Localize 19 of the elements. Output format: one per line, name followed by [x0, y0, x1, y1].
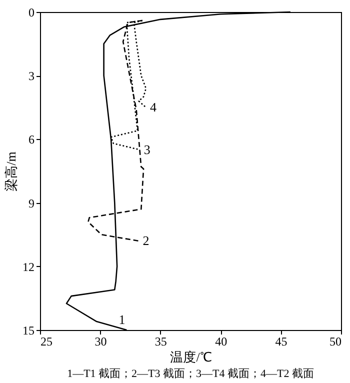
- y-tick-label: 6: [28, 132, 34, 147]
- series-label: 4: [150, 99, 157, 114]
- x-tick-label: 35: [154, 334, 167, 348]
- x-tick-label: 25: [40, 334, 52, 348]
- series-label: 2: [142, 232, 150, 248]
- series-label: 1: [118, 312, 126, 327]
- x-tick-label: 45: [275, 334, 288, 348]
- x-tick-label: 50: [330, 334, 342, 348]
- y-tick-label: 3: [28, 69, 34, 84]
- series-label: 3: [144, 142, 150, 157]
- x-tick-label: 30: [94, 334, 107, 348]
- y-tick-label: 12: [22, 260, 34, 274]
- text: 1—T1 截面；2—T3 截面；3—T4 截面；4—T2 截面: [67, 367, 314, 380]
- y-tick-label: 9: [28, 196, 34, 210]
- y-tick-label: 15: [22, 324, 34, 338]
- x-tick-label: 40: [215, 334, 228, 348]
- y-axis-title: 梁高/m: [4, 152, 18, 192]
- x-axis-title: 温度/℃: [170, 350, 212, 364]
- y-tick-label: 0: [28, 6, 34, 20]
